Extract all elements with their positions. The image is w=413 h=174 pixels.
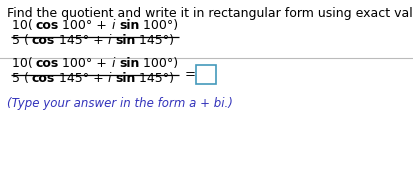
Text: sin: sin	[119, 19, 139, 32]
Text: sin: sin	[119, 57, 139, 70]
Text: sin: sin	[115, 72, 135, 85]
Text: 5 (: 5 (	[12, 34, 31, 47]
Text: 145°): 145°)	[135, 34, 174, 47]
Text: 100° +: 100° +	[59, 19, 112, 32]
Bar	[196, 65, 216, 84]
Text: i: i	[112, 57, 115, 70]
Text: i: i	[107, 72, 111, 85]
Text: 5 (: 5 (	[12, 72, 31, 85]
Text: Find the quotient and write it in rectangular form using exact values.: Find the quotient and write it in rectan…	[7, 7, 413, 20]
Text: cos: cos	[35, 19, 59, 32]
Text: sin: sin	[115, 34, 135, 47]
Text: i: i	[112, 19, 115, 32]
Text: =: =	[184, 69, 195, 81]
Text: cos: cos	[31, 34, 55, 47]
Text: cos: cos	[31, 72, 55, 85]
Text: cos: cos	[35, 57, 59, 70]
Text: 100°): 100°)	[139, 57, 178, 70]
Text: 10(: 10(	[12, 57, 35, 70]
Text: 100° +: 100° +	[59, 57, 112, 70]
Text: 145°): 145°)	[135, 72, 174, 85]
Text: 145° +: 145° +	[55, 34, 107, 47]
Text: 145° +: 145° +	[55, 72, 107, 85]
Text: 100°): 100°)	[139, 19, 178, 32]
Text: 10(: 10(	[12, 19, 35, 32]
Text: i: i	[107, 34, 111, 47]
Text: (Type your answer in the form a + bi.): (Type your answer in the form a + bi.)	[7, 97, 233, 110]
